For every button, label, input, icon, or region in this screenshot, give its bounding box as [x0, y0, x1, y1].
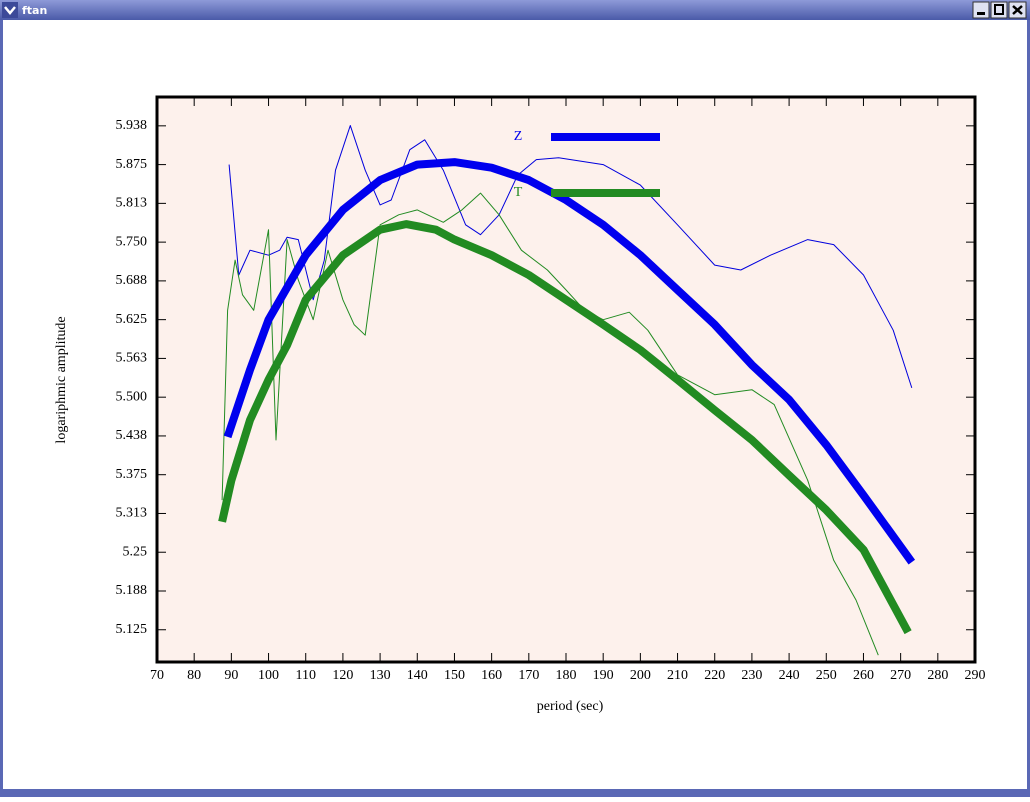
y-tick-label: 5.438	[116, 428, 148, 443]
x-tick-label: 240	[779, 668, 800, 683]
title-bar: ftan	[0, 0, 1030, 20]
y-tick-label: 5.813	[116, 196, 148, 211]
window-bottom-border	[0, 789, 1030, 797]
legend-label: Z	[514, 129, 523, 144]
y-tick-label: 5.875	[116, 157, 148, 172]
x-tick-label: 280	[927, 668, 948, 683]
y-tick-label: 5.563	[116, 351, 148, 366]
x-tick-label: 120	[332, 668, 353, 683]
x-tick-label: 140	[407, 668, 428, 683]
x-tick-label: 220	[704, 668, 725, 683]
y-tick-label: 5.25	[123, 544, 148, 559]
x-tick-label: 160	[481, 668, 502, 683]
x-tick-label: 290	[965, 668, 986, 683]
x-axis-label: period (sec)	[537, 699, 604, 714]
x-tick-label: 180	[556, 668, 577, 683]
x-tick-label: 170	[518, 668, 539, 683]
legend-label: T	[514, 185, 523, 200]
x-tick-label: 90	[224, 668, 238, 683]
x-tick-label: 150	[444, 668, 465, 683]
x-tick-label: 230	[741, 668, 762, 683]
raw-line	[221, 192, 879, 656]
title-bar-bg	[0, 0, 1030, 20]
y-tick-label: 5.313	[116, 506, 148, 521]
y-tick-label: 5.125	[116, 622, 148, 637]
x-tick-label: 250	[816, 668, 837, 683]
x-tick-label: 110	[295, 668, 315, 683]
y-tick-label: 5.938	[116, 118, 148, 133]
x-tick-label: 100	[258, 668, 279, 683]
x-tick-label: 190	[593, 668, 614, 683]
y-tick-label: 5.500	[116, 389, 148, 404]
raw-line	[228, 125, 913, 389]
x-tick-label: 70	[150, 668, 164, 683]
minimize-button[interactable]	[972, 1, 990, 19]
x-tick-label: 80	[187, 668, 201, 683]
y-tick-label: 5.750	[116, 234, 148, 249]
y-axis-label: logariphmic amplitude	[54, 316, 69, 443]
fit-line	[223, 158, 916, 565]
y-tick-label: 5.375	[116, 467, 148, 482]
window-title: ftan	[22, 4, 47, 17]
y-tick-label: 5.625	[116, 312, 148, 327]
fit-line	[218, 220, 912, 635]
y-tick-label: 5.188	[116, 583, 148, 598]
x-tick-label: 200	[630, 668, 651, 683]
x-tick-label: 260	[853, 668, 874, 683]
x-tick-label: 210	[667, 668, 688, 683]
x-tick-label: 270	[890, 668, 911, 683]
x-tick-label: 130	[370, 668, 391, 683]
y-tick-label: 5.688	[116, 273, 148, 288]
menu-button[interactable]	[2, 2, 18, 18]
plot-frame	[155, 95, 977, 664]
